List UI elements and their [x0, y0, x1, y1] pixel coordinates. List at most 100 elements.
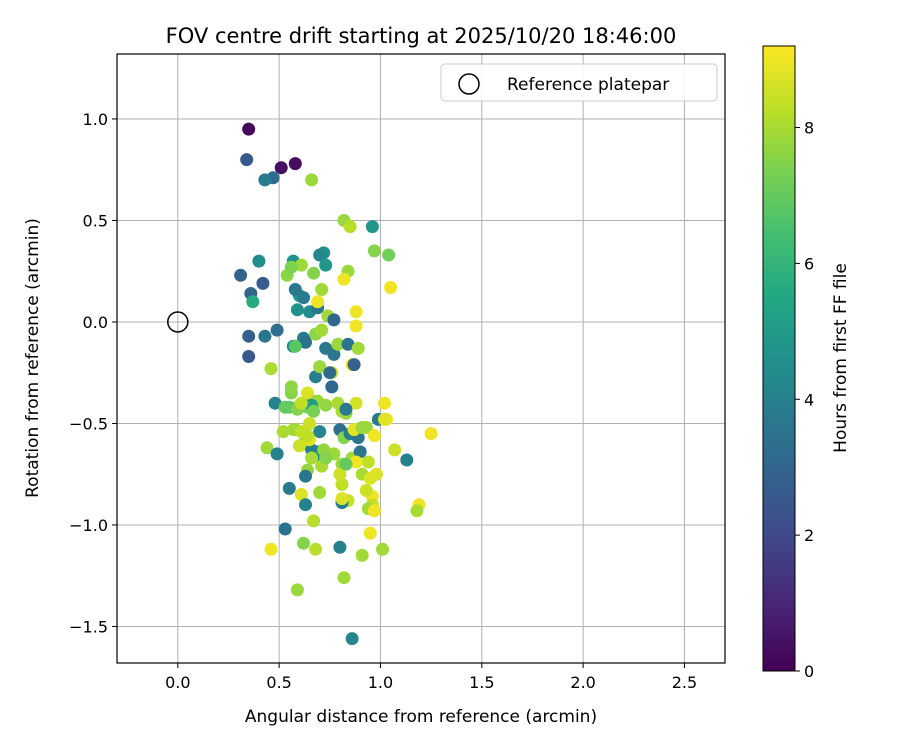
data-point — [333, 467, 347, 481]
data-point — [367, 504, 381, 518]
data-point — [313, 486, 327, 499]
data-point — [299, 335, 312, 349]
data-point — [319, 258, 333, 272]
data-point — [294, 258, 308, 272]
plot-frame — [116, 53, 726, 664]
data-point — [264, 542, 278, 556]
data-point — [349, 396, 363, 410]
data-point — [307, 514, 321, 528]
data-point — [315, 323, 329, 337]
data-point — [382, 248, 396, 262]
data-point — [337, 272, 351, 286]
data-point — [242, 350, 256, 363]
data-point — [313, 248, 327, 262]
data-point — [297, 291, 310, 305]
data-point — [355, 421, 369, 434]
data-point — [288, 157, 302, 171]
x-tick-label: 2.0 — [570, 673, 595, 692]
data-point — [309, 370, 323, 384]
colorbar-tick-label: 0 — [804, 662, 814, 681]
data-point — [309, 542, 323, 556]
colorbar-tick-label: 4 — [804, 390, 814, 409]
data-point — [258, 173, 272, 187]
data-point — [323, 366, 337, 380]
data-point — [339, 402, 353, 416]
data-points — [234, 122, 438, 646]
data-point — [367, 244, 381, 258]
data-point — [325, 380, 339, 394]
y-tick-label: −1.5 — [69, 617, 108, 636]
data-point — [284, 380, 298, 394]
data-point — [294, 396, 308, 410]
colorbar-tick-label: 6 — [804, 254, 814, 273]
data-point — [246, 295, 260, 309]
data-point — [260, 441, 274, 455]
data-point — [335, 477, 349, 491]
data-point — [301, 429, 314, 443]
y-axis-ticks: 1.0 0.5 0.0 −0.5 −1.0 −1.5 — [69, 110, 117, 636]
data-point — [369, 467, 383, 481]
data-point — [351, 341, 365, 355]
data-point — [341, 337, 355, 351]
y-tick-label: −1.0 — [69, 516, 108, 535]
data-point — [294, 488, 308, 501]
x-tick-label: 0.0 — [165, 673, 190, 692]
data-point — [278, 400, 292, 414]
data-point — [327, 347, 341, 361]
data-point — [424, 427, 438, 441]
data-point — [335, 492, 349, 506]
data-point — [337, 571, 351, 585]
data-point — [365, 220, 379, 234]
data-point — [305, 451, 319, 465]
data-point — [384, 281, 398, 294]
colorbar-label: Hours from first FF file — [831, 263, 851, 453]
data-point — [276, 425, 290, 439]
data-point — [256, 276, 270, 290]
data-point — [349, 319, 363, 333]
colorbar-tick-label: 2 — [804, 526, 814, 545]
x-axis-ticks: 0.0 0.5 1.0 1.5 2.0 2.5 — [165, 663, 697, 692]
data-point — [307, 404, 321, 418]
data-point — [268, 396, 282, 410]
data-point — [400, 453, 414, 467]
data-point — [353, 445, 367, 459]
data-point — [331, 337, 345, 351]
x-tick-label: 0.5 — [266, 673, 291, 692]
data-point — [240, 153, 254, 167]
data-point — [252, 254, 266, 268]
y-tick-label: 0.0 — [83, 313, 108, 332]
data-point — [292, 439, 306, 453]
data-point — [378, 396, 391, 410]
x-tick-label: 1.0 — [368, 673, 393, 692]
data-point — [355, 548, 369, 562]
data-point — [361, 455, 375, 469]
colorbar-tick-label: 8 — [804, 119, 814, 138]
data-point — [274, 161, 288, 175]
data-point — [349, 305, 363, 319]
data-point — [278, 522, 292, 536]
data-point — [242, 329, 256, 343]
grid-lines — [117, 54, 725, 663]
colorbar-ticks: 0 2 4 6 8 — [795, 119, 814, 681]
data-point — [234, 268, 248, 282]
data-point — [297, 536, 310, 550]
data-point — [264, 362, 278, 376]
x-tick-label: 2.5 — [672, 673, 697, 692]
reference-platepar-marker — [167, 311, 189, 333]
data-point — [284, 260, 298, 274]
data-point — [343, 220, 357, 234]
legend-label: Reference platepar — [507, 75, 669, 95]
data-point — [307, 266, 321, 280]
data-point — [305, 173, 319, 187]
legend-marker-icon — [458, 73, 480, 95]
chart-title: FOV centre drift starting at 2025/10/20 … — [166, 24, 677, 48]
data-point — [349, 455, 363, 469]
legend: Reference platepar — [440, 63, 718, 102]
data-point — [288, 339, 302, 353]
x-axis-label: Angular distance from reference (arcmin) — [245, 707, 597, 727]
data-point — [359, 484, 373, 497]
data-point — [282, 481, 296, 495]
data-point — [303, 417, 316, 430]
data-point — [363, 526, 377, 540]
data-point — [301, 386, 314, 400]
